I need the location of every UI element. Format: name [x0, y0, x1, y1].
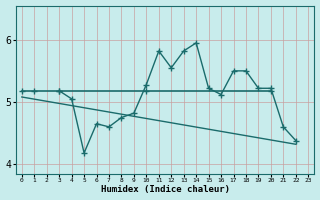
X-axis label: Humidex (Indice chaleur): Humidex (Indice chaleur)	[100, 185, 229, 194]
